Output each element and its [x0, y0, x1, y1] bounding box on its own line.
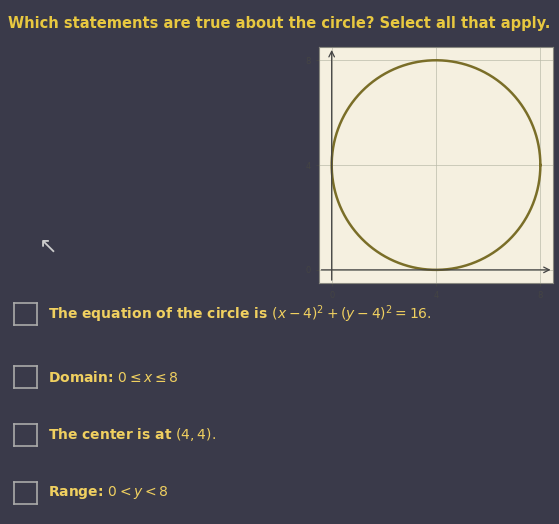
Text: The equation of the circle is $(x - 4)^2 + (y - 4)^2 = 16.$: The equation of the circle is $(x - 4)^2…	[48, 303, 431, 325]
Text: Which statements are true about the circle? Select all that apply.: Which statements are true about the circ…	[8, 16, 551, 31]
Text: The center is at $(4, 4).$: The center is at $(4, 4).$	[48, 427, 215, 443]
Text: ↖: ↖	[39, 236, 58, 256]
Text: Range: $0 < y < 8$: Range: $0 < y < 8$	[48, 484, 168, 501]
Text: Domain: $0 \leq x \leq 8$: Domain: $0 \leq x \leq 8$	[48, 370, 178, 385]
